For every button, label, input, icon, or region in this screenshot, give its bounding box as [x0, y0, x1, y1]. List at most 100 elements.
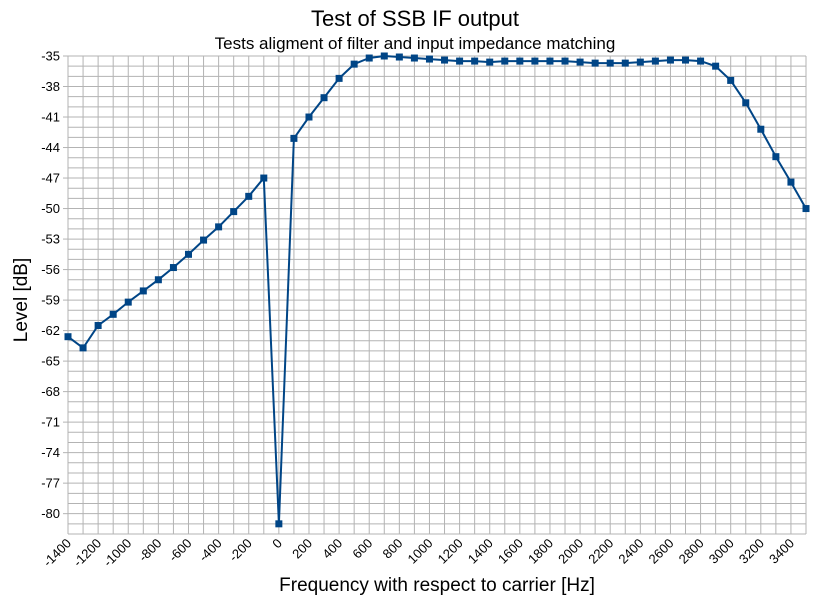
x-tick-label: 1000	[405, 536, 436, 567]
data-point	[682, 56, 690, 64]
y-tick-label: -68	[41, 384, 60, 399]
data-point	[456, 57, 464, 65]
x-tick-label: 2800	[676, 536, 707, 567]
data-point	[576, 58, 584, 66]
x-tick-label: 3200	[736, 536, 767, 567]
data-point	[636, 58, 644, 66]
x-axis-ticks: -1400-1200-1000 -800 -600 -400 -200 0 200 400 60…	[40, 536, 797, 570]
x-tick-label: -600	[166, 536, 195, 565]
x-tick-label: 3000	[706, 536, 737, 567]
data-point	[516, 57, 524, 65]
data-point	[546, 57, 554, 65]
data-point	[621, 59, 629, 67]
data-point	[215, 223, 223, 231]
data-point	[802, 205, 810, 213]
data-point	[184, 250, 192, 258]
x-tick-label: -200	[226, 536, 255, 565]
data-point	[320, 94, 328, 102]
data-point	[275, 520, 283, 528]
data-point	[486, 58, 494, 66]
x-tick-label: -1400	[40, 536, 74, 570]
y-tick-label: -38	[41, 79, 60, 94]
x-tick-label: 1600	[495, 536, 526, 567]
x-tick-label: 2000	[555, 536, 586, 567]
data-point	[531, 57, 539, 65]
data-point	[727, 76, 735, 84]
x-tick-label: 600	[349, 536, 375, 562]
y-tick-label: -47	[41, 171, 60, 186]
x-tick-label: 200	[289, 536, 315, 562]
x-tick-label: -1000	[100, 536, 134, 570]
data-point	[697, 57, 705, 65]
y-tick-label: -71	[41, 415, 60, 430]
data-point	[787, 178, 795, 186]
data-point	[154, 276, 162, 284]
data-point	[561, 57, 569, 65]
data-point	[395, 53, 403, 61]
y-axis-label: Level [dB]	[11, 258, 32, 343]
x-tick-label: 2600	[646, 536, 677, 567]
data-point	[139, 287, 147, 295]
data-point	[79, 344, 87, 352]
data-point	[757, 125, 765, 133]
data-point	[305, 113, 313, 121]
y-tick-label: -50	[41, 201, 60, 216]
x-tick-label: 0	[269, 536, 285, 552]
y-tick-label: -41	[41, 110, 60, 125]
data-point	[410, 54, 418, 62]
y-tick-label: -53	[41, 232, 60, 247]
data-point	[501, 57, 509, 65]
data-point	[742, 99, 750, 107]
y-tick-label: -35	[41, 49, 60, 64]
y-tick-label: -56	[41, 262, 60, 277]
x-tick-label: 800	[380, 536, 406, 562]
data-point	[651, 57, 659, 65]
x-tick-label: 1200	[435, 536, 466, 567]
data-point	[606, 59, 614, 67]
data-point	[109, 310, 117, 318]
grid	[67, 55, 807, 535]
data-point	[772, 153, 780, 161]
y-tick-label: -59	[41, 293, 60, 308]
data-point	[666, 56, 674, 64]
data-point	[380, 52, 388, 60]
data-point	[425, 55, 433, 63]
chart-subtitle: Tests aligment of filter and input imped…	[214, 34, 616, 53]
x-tick-label: -800	[135, 536, 164, 565]
x-tick-label: 3400	[766, 536, 797, 567]
y-tick-label: -44	[41, 140, 60, 155]
chart-title: Test of SSB IF output	[311, 6, 519, 31]
data-point	[471, 57, 479, 65]
x-tick-label: 1400	[465, 536, 496, 567]
x-axis-label: Frequency with respect to carrier [Hz]	[279, 575, 595, 596]
y-tick-label: -77	[41, 476, 60, 491]
x-tick-label: 2200	[585, 536, 616, 567]
data-point	[335, 74, 343, 82]
data-point	[124, 298, 132, 306]
data-point	[64, 333, 72, 341]
y-tick-label: -65	[41, 354, 60, 369]
data-point	[712, 62, 720, 70]
data-point	[591, 59, 599, 67]
x-tick-label: 1800	[525, 536, 556, 567]
y-axis-ticks: -35 -38 -41 -44 -47 -50 -53 -56 -59 -62 -65 -68 -71 -…	[41, 49, 68, 521]
data-point	[169, 264, 177, 272]
x-tick-label: 400	[319, 536, 345, 562]
data-point	[200, 236, 208, 244]
data-point	[441, 56, 449, 64]
data-point	[94, 322, 102, 330]
x-tick-label: -1200	[70, 536, 104, 570]
series	[64, 52, 810, 528]
data-point	[260, 174, 268, 182]
data-point	[365, 54, 373, 62]
y-tick-label: -74	[41, 445, 60, 460]
y-tick-label: -62	[41, 323, 60, 338]
x-tick-label: -400	[196, 536, 225, 565]
x-tick-label: 2400	[615, 536, 646, 567]
data-point	[290, 134, 298, 142]
data-point	[350, 60, 358, 68]
data-point	[230, 208, 238, 216]
y-tick-label: -80	[41, 506, 60, 521]
data-point	[245, 192, 253, 200]
